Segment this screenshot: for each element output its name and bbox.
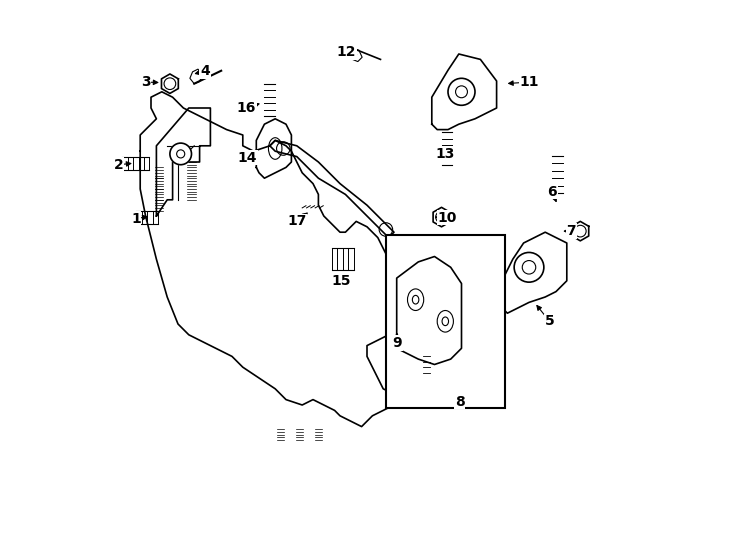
Ellipse shape xyxy=(514,252,544,282)
Text: 1: 1 xyxy=(131,212,141,226)
Text: 13: 13 xyxy=(435,147,455,161)
Text: 12: 12 xyxy=(337,45,356,59)
Text: 3: 3 xyxy=(141,75,150,89)
Text: 4: 4 xyxy=(200,64,210,78)
Text: 10: 10 xyxy=(437,211,457,225)
Text: 2: 2 xyxy=(114,158,123,172)
Text: 11: 11 xyxy=(519,75,539,89)
Ellipse shape xyxy=(170,143,192,165)
Text: 8: 8 xyxy=(455,395,465,409)
Text: 15: 15 xyxy=(331,274,351,288)
Bar xyxy=(386,235,505,408)
Text: 9: 9 xyxy=(393,336,402,350)
Text: 16: 16 xyxy=(237,101,256,115)
Text: 5: 5 xyxy=(545,314,554,328)
Text: 14: 14 xyxy=(237,151,257,165)
Text: 17: 17 xyxy=(287,214,307,228)
Text: 6: 6 xyxy=(548,185,557,199)
Text: 7: 7 xyxy=(567,224,576,238)
